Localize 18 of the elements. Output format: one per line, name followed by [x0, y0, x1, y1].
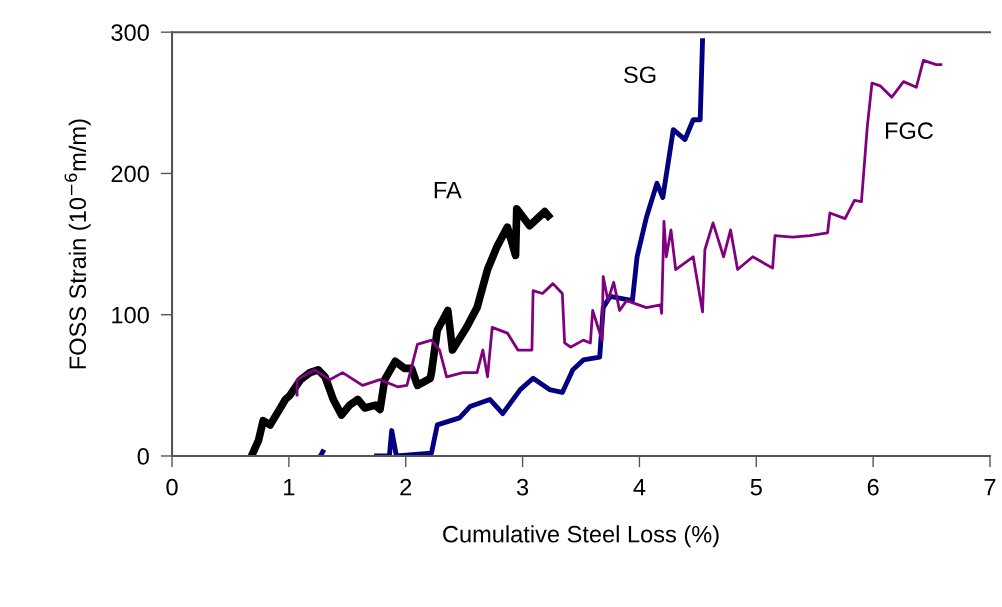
y-tick-label: 300: [111, 24, 149, 41]
y-tick-label: 100: [112, 306, 149, 324]
x-axis-title: Cumulative Steel Loss (%): [443, 525, 719, 548]
x-tick-label: 0: [166, 478, 178, 496]
series-label: SG: [624, 66, 656, 84]
y-tick-label: 0: [137, 448, 149, 465]
x-tick-label: 3: [516, 478, 529, 496]
x-tick-label: 7: [984, 479, 996, 496]
x-tick-label: 6: [867, 478, 879, 496]
series-label: FGC: [885, 122, 933, 140]
x-tick-label: 1: [284, 479, 295, 496]
y-axis-title: FOSS Strain (10$^{−6}$m/m): [64, 119, 91, 369]
x-tick-label: 2: [400, 478, 412, 496]
text: FA: [434, 181, 462, 199]
x-tick-label: 4: [633, 479, 646, 496]
y-tick-label: 200: [111, 165, 149, 183]
line-series: [295, 59, 943, 397]
x-tick-label: 5: [750, 479, 762, 496]
